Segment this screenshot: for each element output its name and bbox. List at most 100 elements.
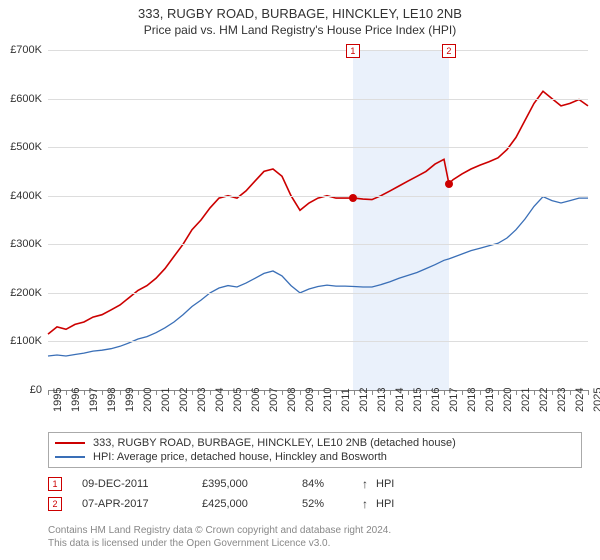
x-axis-label: 2000 [142,388,154,412]
x-axis-label: 1998 [106,388,118,412]
y-gridline [48,99,588,100]
x-axis-label: 1995 [52,388,64,412]
sale-price: £395,000 [202,478,302,490]
arrow-up-icon: ↑ [362,477,376,491]
x-axis-label: 2024 [574,388,586,412]
y-axis-label: £100K [0,335,42,347]
x-tick [480,390,481,395]
x-axis-label: 2004 [214,388,226,412]
x-tick [192,390,193,395]
x-axis-label: 2007 [268,388,280,412]
x-axis-label: 1996 [70,388,82,412]
chart-plot-area: £0£100K£200K£300K£400K£500K£600K£700K199… [48,50,588,391]
y-gridline [48,293,588,294]
x-axis-label: 2022 [538,388,550,412]
series-line-0 [48,91,588,334]
x-tick [498,390,499,395]
x-axis-label: 2005 [232,388,244,412]
x-tick [84,390,85,395]
x-tick [570,390,571,395]
y-gridline [48,244,588,245]
x-axis-label: 2023 [556,388,568,412]
x-tick [372,390,373,395]
y-axis-label: £0 [0,384,42,396]
x-tick [426,390,427,395]
legend-swatch [55,442,85,444]
footer-line1: Contains HM Land Registry data © Crown c… [48,524,391,537]
title-main: 333, RUGBY ROAD, BURBAGE, HINCKLEY, LE10… [0,6,600,21]
chart-container: 333, RUGBY ROAD, BURBAGE, HINCKLEY, LE10… [0,0,600,560]
y-axis-label: £600K [0,93,42,105]
legend-row: HPI: Average price, detached house, Hinc… [55,450,575,464]
x-axis-label: 2021 [520,388,532,412]
sale-row: 2 07-APR-2017£425,00052%↑HPI [48,494,394,514]
x-tick [318,390,319,395]
footer-line2: This data is licensed under the Open Gov… [48,537,391,550]
sale-row: 109-DEC-2011£395,00084%↑HPI [48,474,394,494]
y-axis-label: £700K [0,44,42,56]
x-axis-label: 2008 [286,388,298,412]
sale-marker-dot [349,194,357,202]
x-axis-label: 2001 [160,388,172,412]
arrow-up-icon: ↑ [362,497,376,511]
x-axis-label: 2002 [178,388,190,412]
legend-label: HPI: Average price, detached house, Hinc… [93,451,387,463]
y-gridline [48,341,588,342]
sale-hpi-label: HPI [376,498,394,510]
x-axis-label: 2009 [304,388,316,412]
x-tick [174,390,175,395]
sale-date: 07-APR-2017 [82,498,202,510]
x-tick [588,390,589,395]
y-axis-label: £200K [0,287,42,299]
x-axis-label: 2013 [376,388,388,412]
sale-pct: 52% [302,498,362,510]
y-gridline [48,147,588,148]
sales-table: 109-DEC-2011£395,00084%↑HPI 2 07-APR-2017£… [48,474,394,514]
x-tick [138,390,139,395]
x-tick [228,390,229,395]
x-axis-label: 2006 [250,388,262,412]
x-tick [210,390,211,395]
x-axis-label: 2015 [412,388,424,412]
x-axis-label: 2018 [466,388,478,412]
legend-box: 333, RUGBY ROAD, BURBAGE, HINCKLEY, LE10… [48,432,582,468]
x-tick [444,390,445,395]
x-tick [516,390,517,395]
title-block: 333, RUGBY ROAD, BURBAGE, HINCKLEY, LE10… [0,0,600,37]
sale-date: 09-DEC-2011 [82,478,202,490]
x-axis-label: 2011 [340,388,352,412]
x-tick [336,390,337,395]
y-axis-label: £400K [0,190,42,202]
sale-price: £425,000 [202,498,302,510]
x-axis-label: 2012 [358,388,370,412]
legend-row: 333, RUGBY ROAD, BURBAGE, HINCKLEY, LE10… [55,436,575,450]
y-axis-label: £500K [0,141,42,153]
sale-hpi-label: HPI [376,478,394,490]
y-gridline [48,50,588,51]
x-axis-label: 2016 [430,388,442,412]
x-tick [282,390,283,395]
x-tick [390,390,391,395]
sale-index-box: 2 [48,497,62,511]
series-line-1 [48,197,588,356]
x-axis-label: 2014 [394,388,406,412]
title-sub: Price paid vs. HM Land Registry's House … [0,23,600,37]
x-tick [354,390,355,395]
legend-label: 333, RUGBY ROAD, BURBAGE, HINCKLEY, LE10… [93,437,456,449]
x-tick [120,390,121,395]
x-tick [102,390,103,395]
x-axis-label: 1997 [88,388,100,412]
sale-pct: 84% [302,478,362,490]
x-axis-label: 2020 [502,388,514,412]
x-tick [264,390,265,395]
legend-swatch [55,456,85,458]
x-axis-label: 2003 [196,388,208,412]
x-axis-label: 2010 [322,388,334,412]
x-tick [462,390,463,395]
sale-marker-dot [445,180,453,188]
x-tick [246,390,247,395]
y-gridline [48,196,588,197]
x-axis-label: 2025 [592,388,600,412]
y-axis-label: £300K [0,238,42,250]
x-axis-label: 2019 [484,388,496,412]
